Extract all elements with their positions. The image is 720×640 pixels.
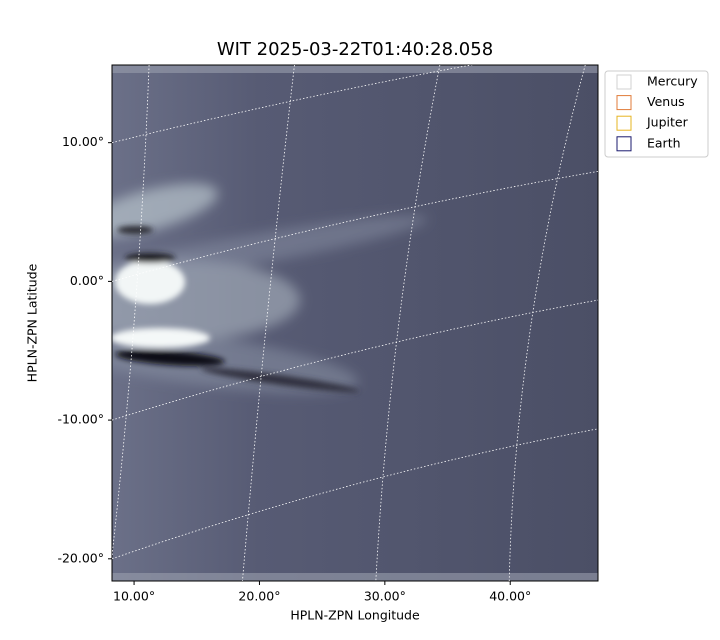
x-tick-label: 40.00° (489, 589, 531, 604)
x-tick-label: 30.00° (364, 589, 406, 604)
grid-line (112, 299, 598, 421)
legend-swatch (616, 95, 632, 111)
y-tick-label: -10.00° (57, 412, 104, 427)
plot-frame (111, 64, 599, 582)
grid-line (508, 65, 586, 581)
legend-label: Mercury (647, 74, 698, 89)
y-tick-label: -20.00° (57, 550, 104, 565)
grid-line (112, 65, 150, 559)
legend-label: Earth (647, 135, 681, 150)
y-axis-label: HPLN-ZPN Latitude (25, 263, 40, 382)
legend-swatch (616, 115, 632, 131)
legend (604, 70, 709, 158)
x-tick-label: 20.00° (238, 589, 280, 604)
grid-line (112, 65, 473, 144)
image (112, 65, 598, 581)
chart-title: WIT 2025-03-22T01:40:28.058 (217, 39, 493, 60)
legend-swatch (616, 136, 632, 152)
y-tick-label: 10.00° (62, 134, 104, 149)
grid-line (112, 428, 598, 560)
legend-label: Jupiter (646, 115, 689, 130)
grid-line (375, 65, 441, 581)
x-tick-label: 10.00° (113, 589, 155, 604)
y-tick-label: 0.00° (70, 273, 104, 288)
legend-label: Venus (647, 94, 685, 109)
grid-line (242, 65, 295, 581)
legend-frame (604, 70, 709, 158)
legend-swatch (616, 74, 632, 90)
x-axis-label: HPLN-ZPN Longitude (290, 608, 420, 623)
